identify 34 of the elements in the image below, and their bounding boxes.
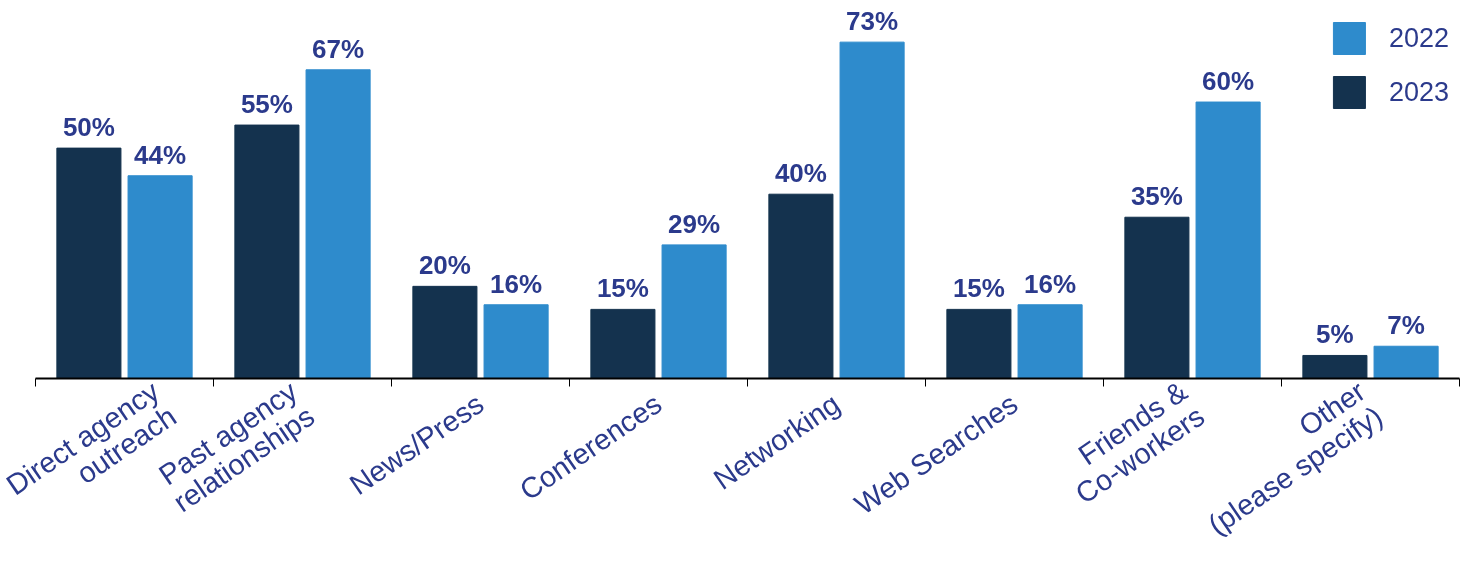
data-label: 16%: [1024, 268, 1077, 299]
bar: [483, 304, 549, 379]
bar: [56, 147, 122, 379]
data-label: 15%: [952, 273, 1005, 304]
data-label: 44%: [134, 139, 187, 170]
bar: [1373, 345, 1439, 379]
bar: [590, 308, 656, 379]
data-label: 67%: [312, 33, 365, 64]
bar: [1124, 216, 1190, 379]
bar: [305, 69, 371, 379]
bar: [661, 244, 727, 379]
data-label: 50%: [62, 112, 115, 143]
data-label: 40%: [774, 158, 827, 189]
bar: [1017, 304, 1083, 379]
data-label: 15%: [596, 273, 649, 304]
legend-label: 2022: [1388, 22, 1449, 54]
data-label: 16%: [490, 268, 543, 299]
legend-label: 2023: [1388, 76, 1449, 108]
data-label: 73%: [846, 6, 899, 37]
data-label: 5%: [1316, 319, 1354, 350]
bar: [1195, 101, 1261, 379]
data-label: 35%: [1130, 181, 1183, 212]
data-label: 29%: [668, 208, 721, 239]
data-label: 60%: [1202, 66, 1255, 97]
bar: [839, 41, 905, 379]
bar: [234, 124, 300, 379]
bar: [768, 193, 834, 379]
bar: [127, 175, 193, 379]
bar: [412, 285, 478, 379]
data-label: 7%: [1387, 310, 1425, 341]
bar: [1302, 354, 1368, 379]
data-label: 55%: [240, 89, 293, 120]
data-label: 20%: [418, 250, 471, 281]
bar: [946, 308, 1012, 379]
